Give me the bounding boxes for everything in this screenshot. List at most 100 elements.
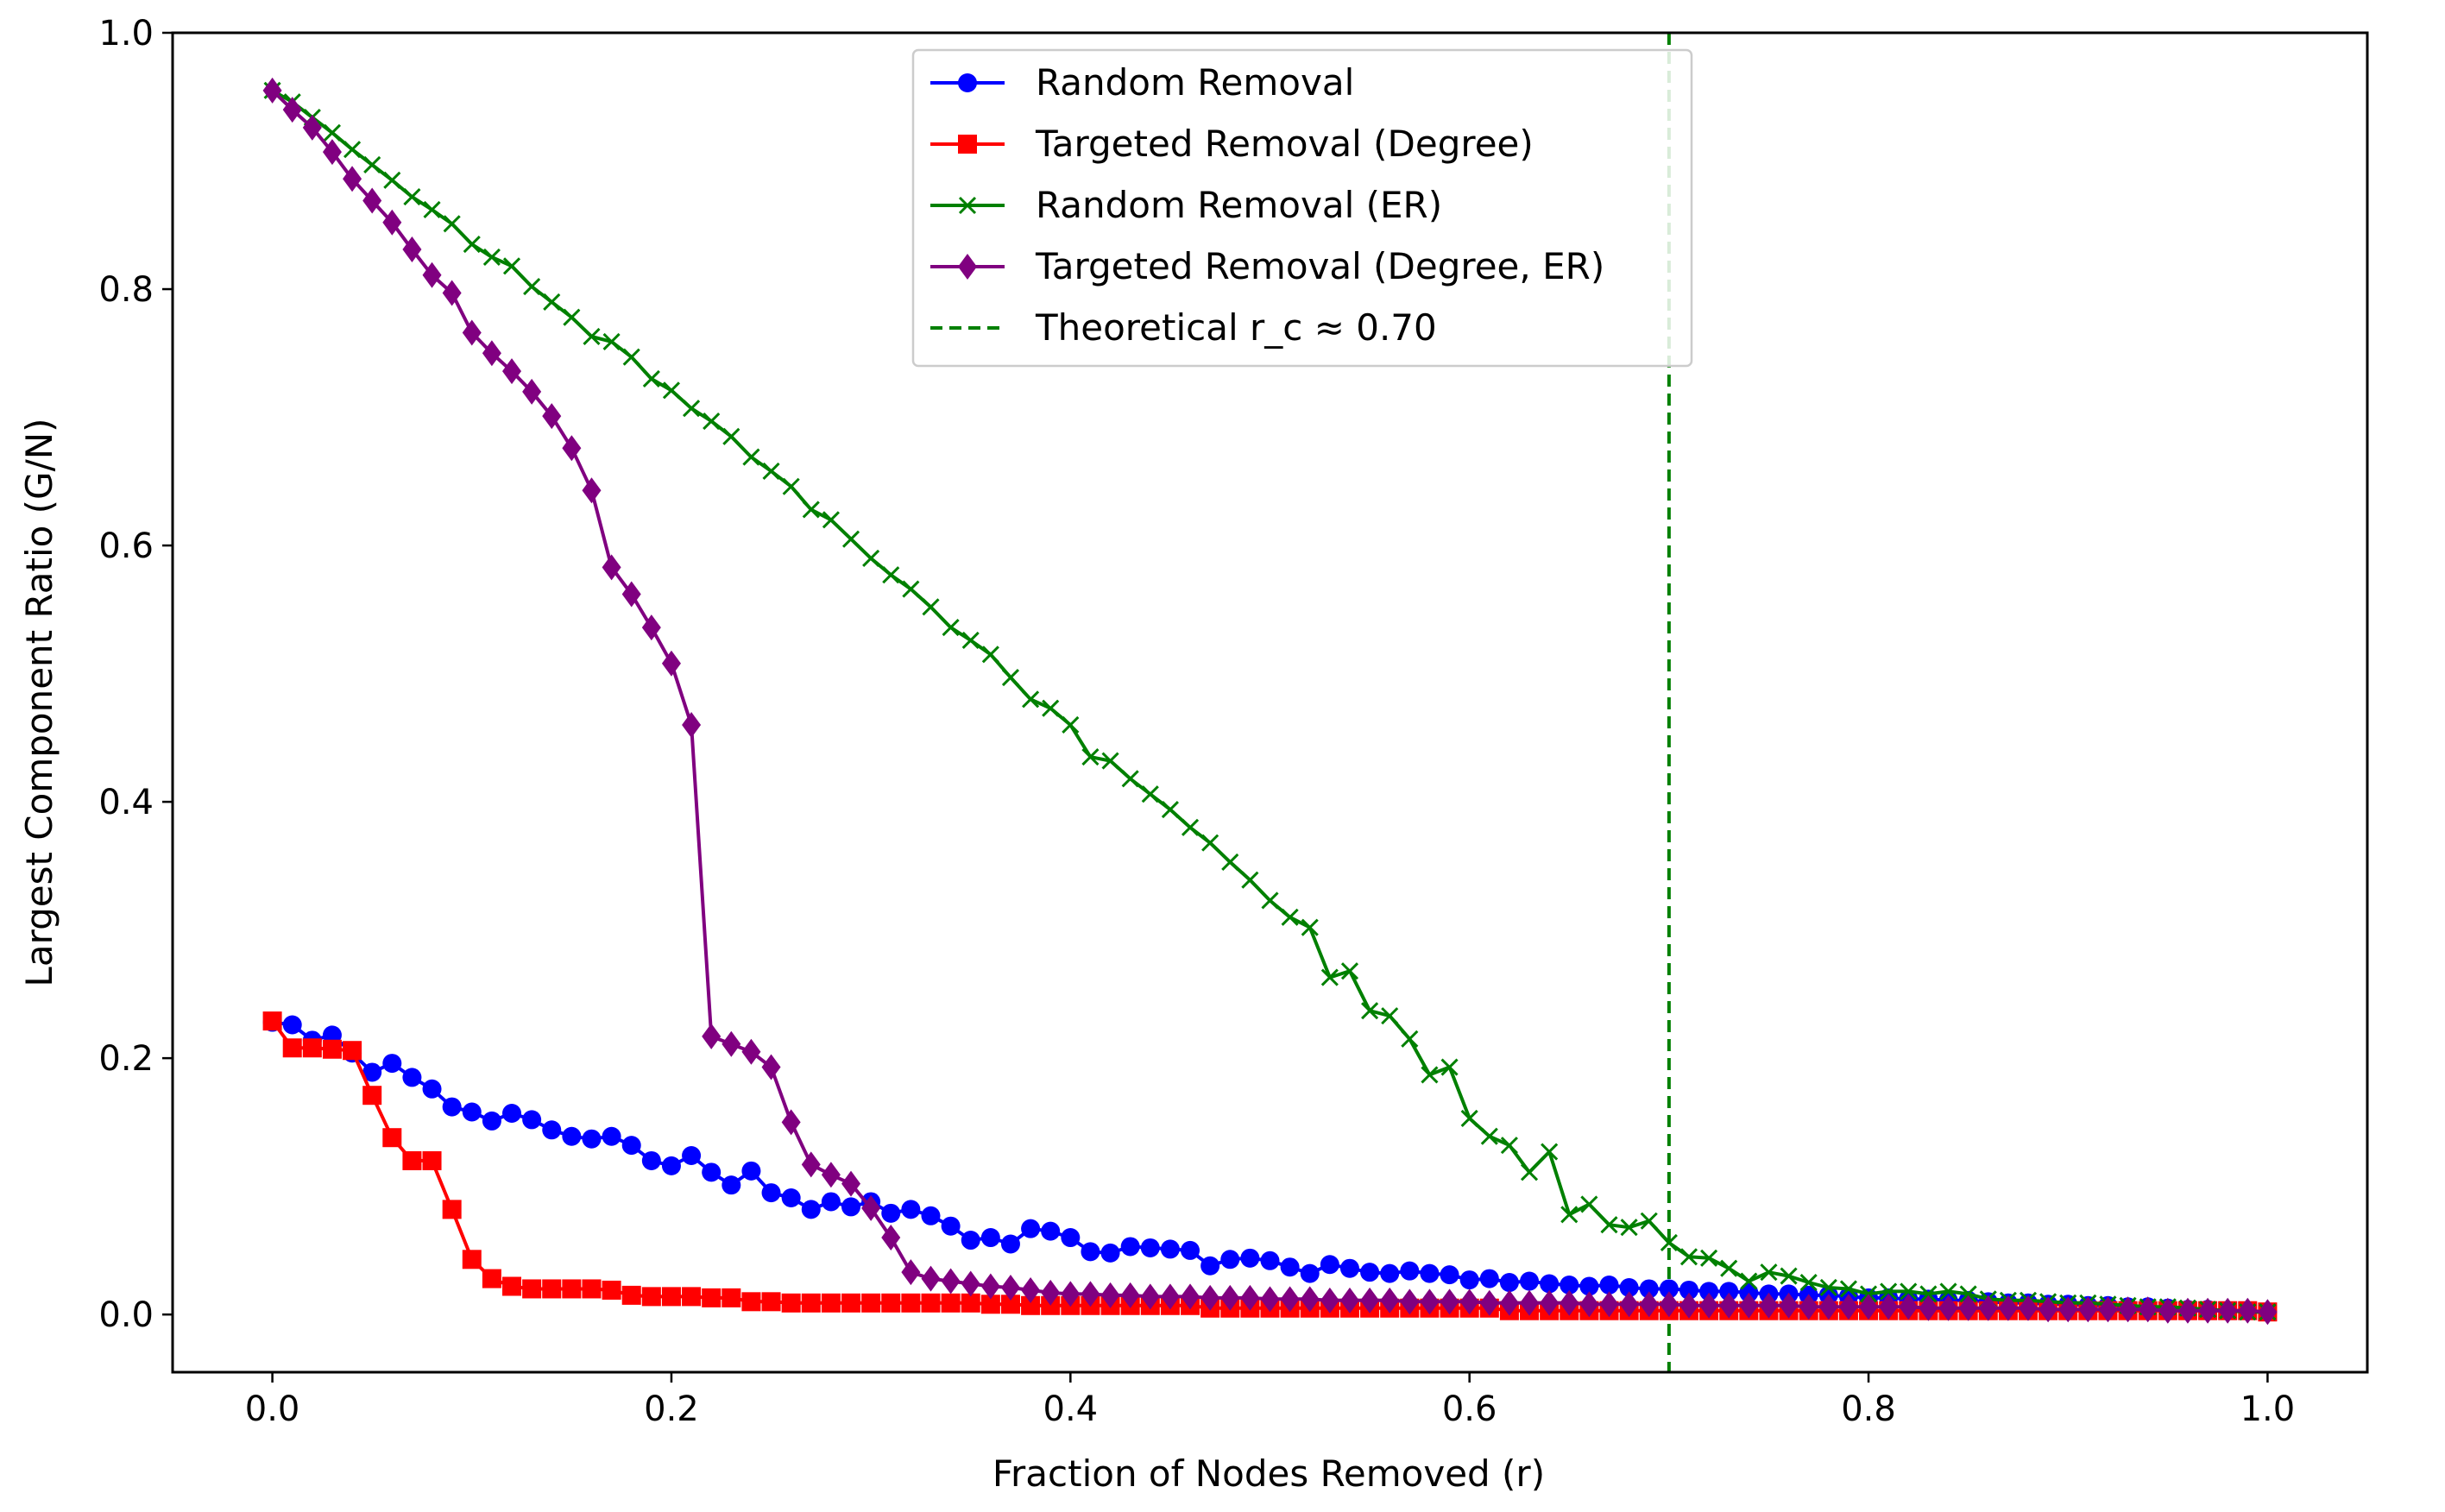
data-point: [1440, 1265, 1459, 1285]
data-point: [621, 581, 641, 608]
data-point: [1699, 1292, 1719, 1319]
data-point: [1958, 1295, 1978, 1321]
data-point: [602, 332, 621, 350]
marker-stroke: [1281, 908, 1299, 926]
data-point: [722, 1175, 741, 1195]
marker-stroke: [543, 293, 561, 311]
data-point: [682, 711, 702, 738]
data-point: [442, 280, 462, 306]
data-point: [761, 1292, 781, 1312]
data-point: [642, 369, 660, 388]
data-point: [262, 1011, 282, 1031]
marker-stroke: [1900, 1282, 1918, 1301]
legend: Random Removal Targeted Removal (Degree) R…: [911, 48, 1693, 368]
y-tick-label: 0.0: [98, 1295, 154, 1335]
marker-stroke: [443, 215, 461, 233]
marker-stroke: [841, 530, 860, 548]
data-point: [1361, 1002, 1379, 1020]
marker-stroke: [1959, 1285, 1977, 1303]
data-point: [2098, 1296, 2118, 1323]
data-point: [980, 1228, 1000, 1248]
data-point: [2039, 1296, 2058, 1323]
data-point: [1042, 699, 1060, 717]
data-point: [1041, 1279, 1061, 1306]
data-point: [1639, 1291, 1659, 1318]
marker-stroke: [1062, 715, 1080, 734]
data-point: [781, 1188, 801, 1208]
data-point: [1320, 968, 1339, 986]
data-point: [1021, 1219, 1041, 1238]
data-point: [1880, 1282, 1898, 1301]
data-point: [282, 97, 302, 123]
data-point: [403, 188, 421, 206]
data-point: [323, 123, 342, 142]
marker-stroke: [1939, 1282, 1957, 1301]
data-point: [661, 650, 681, 677]
data-point: [1599, 1276, 1619, 1295]
data-point: [1759, 1292, 1779, 1319]
marker-stroke: [1361, 1002, 1379, 1020]
data-point: [402, 1150, 422, 1170]
marker-stroke: [1541, 1143, 1559, 1161]
data-point: [1939, 1282, 1957, 1301]
legend-item: Theoretical r_c ≈ 0.70: [930, 306, 1437, 349]
data-point: [2118, 1296, 2138, 1323]
x-axis-label: Fraction of Nodes Removed (r): [992, 1452, 1545, 1495]
marker-stroke: [1660, 1233, 1678, 1252]
data-point: [1818, 1294, 1838, 1320]
marker-stroke: [423, 200, 441, 219]
marker-stroke: [1620, 1219, 1638, 1237]
data-point: [502, 358, 522, 385]
data-point: [882, 566, 900, 584]
y-tick-label: 0.8: [98, 270, 154, 310]
marker-stroke: [902, 580, 920, 598]
y-tick-label: 0.2: [98, 1039, 154, 1079]
data-point: [1580, 1195, 1598, 1213]
marker-stroke: [882, 566, 900, 584]
data-point: [2198, 1297, 2218, 1324]
data-point: [382, 1054, 402, 1074]
data-point: [1819, 1278, 1837, 1297]
data-point: [1479, 1289, 1499, 1316]
data-point: [282, 1038, 302, 1058]
data-point: [362, 187, 382, 214]
axes-frame: [171, 31, 2369, 1374]
data-point: [1659, 1279, 1679, 1299]
marker-stroke: [1740, 1272, 1758, 1290]
data-point: [1081, 1281, 1100, 1307]
marker-stroke: [958, 196, 977, 215]
data-point: [462, 319, 482, 346]
data-point: [702, 1023, 722, 1049]
data-point: [522, 378, 542, 405]
data-point: [1280, 1257, 1300, 1277]
data-point: [941, 1268, 961, 1295]
marker-stroke: [782, 477, 800, 495]
data-point: [1320, 1255, 1339, 1275]
data-point: [1161, 800, 1179, 819]
marker-stroke: [1640, 1212, 1658, 1230]
data-point: [1300, 1286, 1320, 1313]
data-point: [761, 1054, 781, 1080]
data-point: [781, 1109, 801, 1136]
marker-stroke: [583, 327, 601, 346]
data-point: [502, 1103, 522, 1123]
data-point: [682, 1287, 702, 1307]
data-point: [462, 1102, 482, 1122]
data-point: [1839, 1280, 1857, 1298]
data-point: [1000, 1234, 1020, 1254]
legend-item: Targeted Removal (Degree): [930, 123, 1534, 165]
data-point: [841, 530, 860, 548]
data-point: [302, 1038, 322, 1058]
marker-stroke: [1301, 918, 1319, 936]
data-point: [901, 1200, 921, 1219]
data-point: [683, 400, 701, 418]
data-point: [1919, 1285, 1938, 1303]
data-point: [1381, 1007, 1399, 1025]
legend-box: [911, 48, 1693, 368]
marker-stroke: [463, 235, 481, 254]
data-point: [1301, 918, 1319, 936]
data-point: [821, 1162, 841, 1188]
data-point: [1520, 1289, 1540, 1316]
data-point: [981, 646, 999, 664]
data-point: [1101, 752, 1119, 770]
